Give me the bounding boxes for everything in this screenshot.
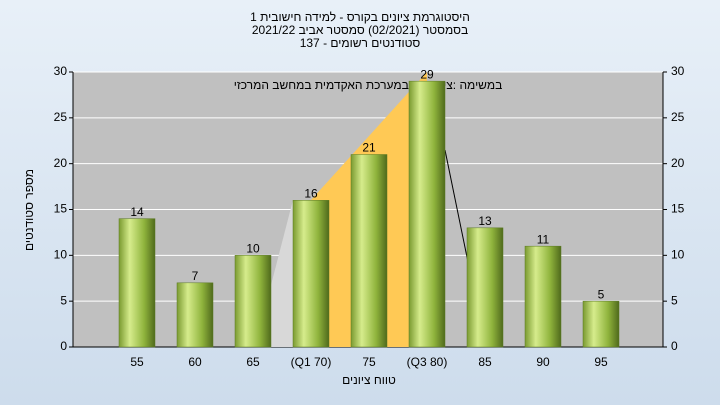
y2-tick-label: 5 (671, 293, 678, 307)
y-tick-label: 20 (54, 156, 68, 170)
x-tick-label: 95 (594, 355, 608, 369)
value-label: 16 (304, 187, 318, 201)
value-label: 21 (362, 141, 376, 155)
chart-subtitle: סטודנטים רשומים - 137 (300, 36, 421, 50)
y-tick-label: 5 (60, 293, 67, 307)
value-label: 29 (420, 67, 434, 81)
x-tick-label: 60 (188, 355, 202, 369)
bar (292, 200, 330, 348)
x-tick-label: 90 (536, 355, 550, 369)
x-axis-label: טווח ציונים (342, 373, 396, 387)
chart-title: היסטוגרמת ציונים בקורס - למידה חישובית 1 (250, 10, 470, 24)
bar (408, 80, 446, 348)
value-label: 11 (537, 232, 550, 246)
y2-tick-label: 30 (671, 64, 685, 78)
bar (234, 255, 272, 348)
bar (118, 218, 156, 348)
x-tick-label: 75 (362, 355, 376, 369)
x-tick-label: (Q1 70) (291, 355, 332, 369)
value-label: 14 (130, 205, 144, 219)
y-tick-label: 15 (54, 202, 68, 216)
y2-tick-label: 0 (671, 339, 678, 353)
bar (582, 300, 620, 348)
y-tick-label: 0 (60, 339, 67, 353)
bar (466, 227, 504, 348)
y2-tick-label: 10 (671, 248, 685, 262)
bar (176, 282, 214, 348)
value-label: 13 (478, 214, 492, 228)
y2-tick-label: 25 (671, 110, 685, 124)
y-axis-label: מספר סטודנטים (22, 169, 36, 251)
x-tick-label: 85 (478, 355, 492, 369)
value-label: 10 (246, 242, 260, 256)
value-label: 7 (192, 269, 199, 283)
value-label: 5 (598, 287, 605, 301)
x-tick-label: 65 (246, 355, 260, 369)
y-tick-label: 30 (54, 64, 68, 78)
y2-tick-label: 15 (671, 202, 685, 216)
bar (350, 154, 388, 348)
x-tick-label: 55 (130, 355, 144, 369)
annotation: במשימה :ציון סופי במערכת האקדמית במחשב ה… (234, 78, 503, 92)
x-tick-label: (Q3 80) (407, 355, 448, 369)
chart-subtitle: בסמסטר (02/2021) סמסטר אביב 2021/22 (252, 23, 468, 37)
y-tick-label: 10 (54, 248, 68, 262)
y-tick-label: 25 (54, 110, 68, 124)
y2-tick-label: 20 (671, 156, 685, 170)
quartile-line (444, 149, 469, 263)
bar (524, 245, 562, 348)
